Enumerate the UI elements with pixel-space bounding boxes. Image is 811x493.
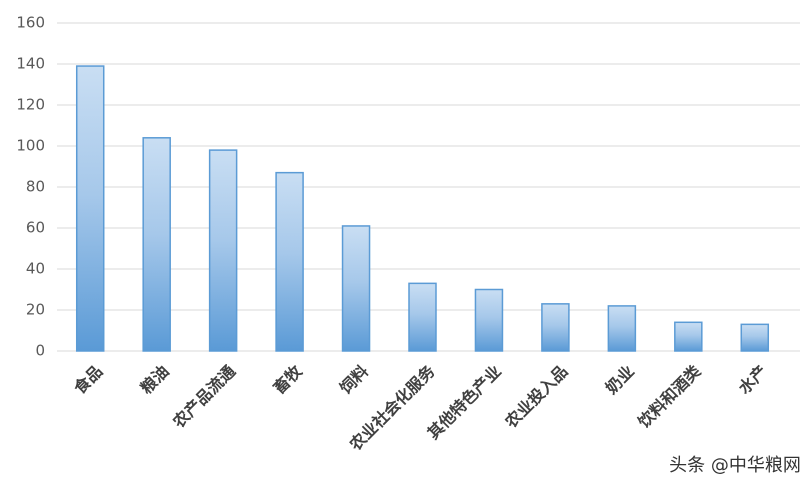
y-tick-label: 100 <box>16 137 45 155</box>
y-tick-label: 80 <box>26 178 45 196</box>
bar <box>607 305 637 352</box>
bar <box>474 288 504 352</box>
y-tick-label: 60 <box>26 219 45 237</box>
y-tick-label: 160 <box>16 14 45 32</box>
bar <box>541 303 570 352</box>
watermark: 头条 @中华粮网 <box>669 455 801 476</box>
x-tick-label: 饮料和酒类 <box>634 361 705 432</box>
x-tick-label: 水产 <box>735 362 771 398</box>
bar <box>740 323 770 352</box>
y-tick-label: 20 <box>26 301 45 319</box>
y-tick-label: 0 <box>35 342 45 360</box>
bar <box>341 225 371 352</box>
bar <box>674 321 703 352</box>
x-tick-label: 奶业 <box>602 362 638 398</box>
x-tick-label: 畜牧 <box>270 361 307 398</box>
bar <box>208 149 238 352</box>
x-tick-label: 农业投入品 <box>501 362 572 433</box>
bar <box>408 282 437 352</box>
x-tick-label: 食品 <box>69 362 106 399</box>
x-tick-label: 饲料 <box>335 362 372 399</box>
bar <box>142 137 171 352</box>
bar <box>275 171 304 352</box>
y-tick-label: 140 <box>16 55 45 73</box>
y-tick-label: 120 <box>16 96 45 114</box>
x-tick-label: 农产品流通 <box>168 362 239 433</box>
bar <box>75 65 105 352</box>
y-tick-label: 40 <box>26 260 45 278</box>
x-tick-label: 粮油 <box>137 362 173 398</box>
